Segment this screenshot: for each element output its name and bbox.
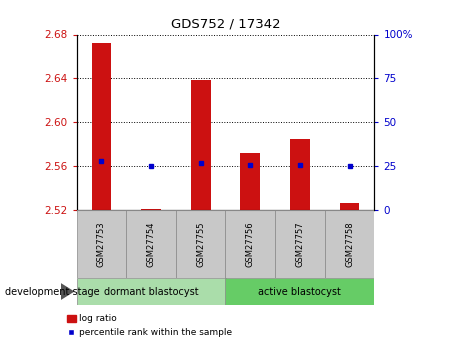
Text: GSM27755: GSM27755 <box>196 221 205 267</box>
Text: GDS752 / 17342: GDS752 / 17342 <box>170 17 281 30</box>
Bar <box>77 210 126 278</box>
Bar <box>191 80 211 210</box>
Bar <box>226 210 275 278</box>
Bar <box>77 278 226 305</box>
Bar <box>275 210 325 278</box>
Text: development stage: development stage <box>5 287 99 296</box>
Polygon shape <box>61 283 74 300</box>
Bar <box>141 209 161 210</box>
Bar <box>126 210 176 278</box>
Text: active blastocyst: active blastocyst <box>258 287 341 296</box>
Bar <box>240 153 260 210</box>
Bar <box>226 278 374 305</box>
Text: GSM27756: GSM27756 <box>246 221 255 267</box>
Bar <box>92 43 111 210</box>
Bar <box>325 210 374 278</box>
Legend: log ratio, percentile rank within the sample: log ratio, percentile rank within the sa… <box>63 311 236 341</box>
Text: GSM27757: GSM27757 <box>295 221 304 267</box>
Text: GSM27754: GSM27754 <box>147 221 156 267</box>
Bar <box>290 139 310 210</box>
Bar <box>340 203 359 210</box>
Text: GSM27753: GSM27753 <box>97 221 106 267</box>
Bar <box>176 210 226 278</box>
Text: dormant blastocyst: dormant blastocyst <box>104 287 198 296</box>
Text: GSM27758: GSM27758 <box>345 221 354 267</box>
